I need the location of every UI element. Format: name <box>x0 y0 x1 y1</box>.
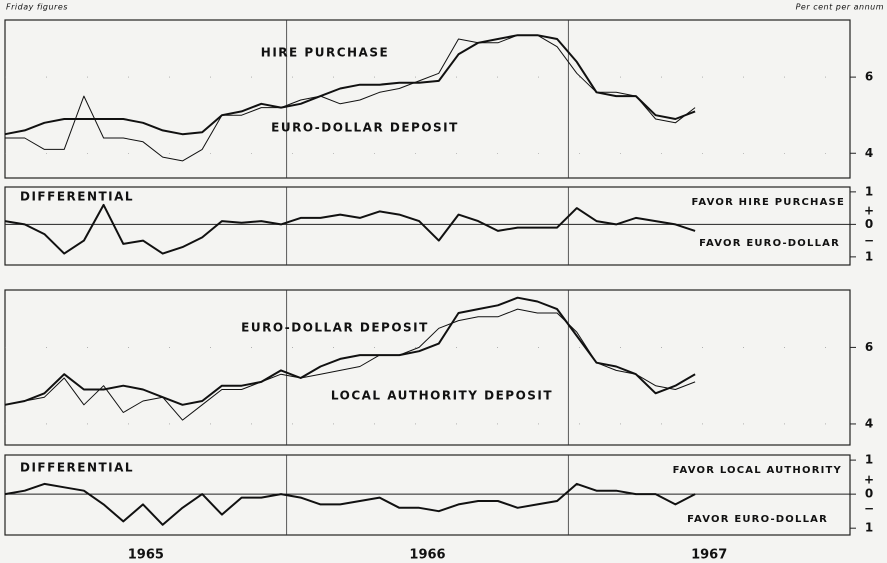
annotation: FAVOR EURO-DOLLAR <box>699 238 840 249</box>
y-tick-label: 6 <box>865 70 873 84</box>
data-line <box>5 34 696 162</box>
panel-title: DIFFERENTIAL <box>20 190 134 204</box>
y-tick-label: 1 <box>865 453 873 467</box>
y-tick-label: 4 <box>865 416 873 430</box>
header-left: Friday figures <box>6 3 68 12</box>
sign-label: + <box>864 204 874 218</box>
panel-title: DIFFERENTIAL <box>20 461 134 475</box>
data-line <box>4 482 696 526</box>
sign-label: − <box>864 502 874 516</box>
data-line <box>4 34 696 136</box>
x-tick-label: 1965 <box>128 548 164 563</box>
annotation: FAVOR HIRE PURCHASE <box>691 197 845 208</box>
series-label: HIRE PURCHASE <box>261 46 389 60</box>
annotation: FAVOR EURO-DOLLAR <box>687 514 828 525</box>
y-tick-label: 1 <box>865 184 873 198</box>
data-line <box>4 203 696 255</box>
data-line <box>4 308 696 421</box>
series-label: EURO-DOLLAR DEPOSIT <box>271 121 459 135</box>
x-tick-label: 1967 <box>691 548 727 563</box>
y-tick-label: 6 <box>865 340 873 354</box>
data-line <box>4 296 696 406</box>
x-tick-label: 1966 <box>409 548 445 563</box>
annotation: FAVOR LOCAL AUTHORITY <box>673 465 842 476</box>
y-tick-label: 0 <box>865 217 873 231</box>
y-tick-label: 4 <box>865 146 873 160</box>
y-tick-label: 0 <box>865 487 873 501</box>
panel-frame <box>4 19 851 179</box>
panel-frame <box>4 186 851 266</box>
panel-frame <box>4 454 851 536</box>
y-tick-label: 1 <box>865 521 873 535</box>
sign-label: − <box>864 234 874 248</box>
sign-label: + <box>864 473 874 487</box>
header-right: Per cent per annum <box>796 3 884 12</box>
y-tick-label: 1 <box>865 249 873 263</box>
series-label: EURO-DOLLAR DEPOSIT <box>241 321 429 335</box>
series-label: LOCAL AUTHORITY DEPOSIT <box>331 389 553 403</box>
panel-frame <box>4 289 851 446</box>
